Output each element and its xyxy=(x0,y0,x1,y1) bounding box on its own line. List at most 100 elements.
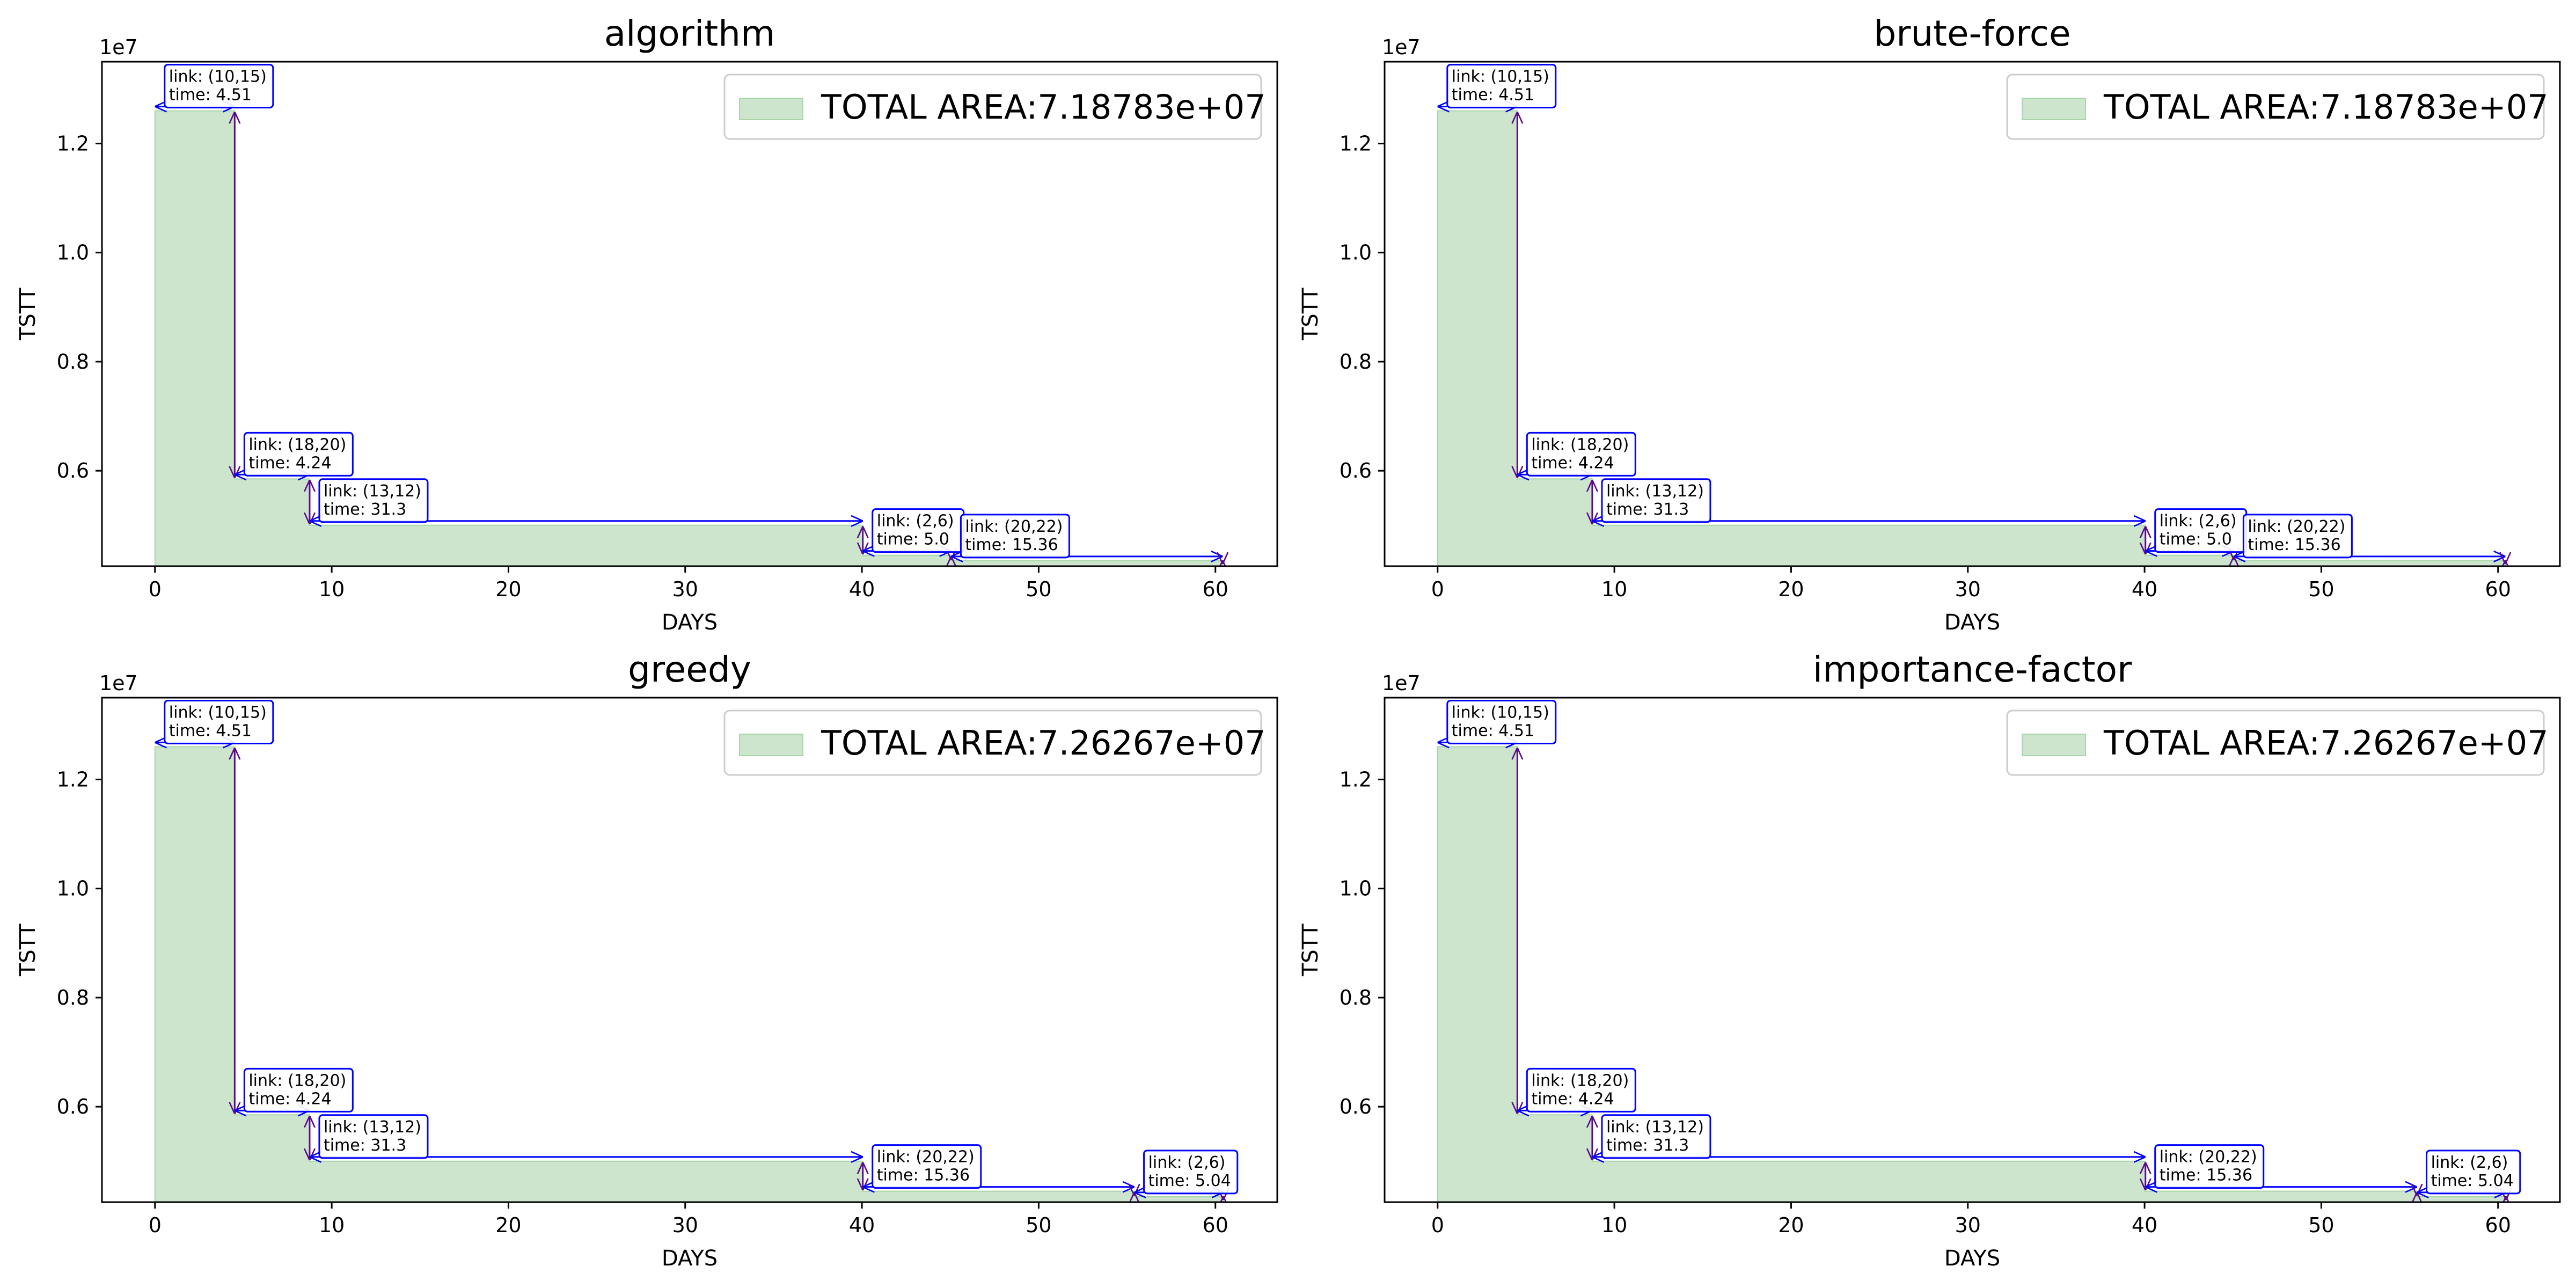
x-tick-label: 30 xyxy=(1955,1213,1981,1237)
tstt-area-fill xyxy=(154,746,1224,1202)
legend-label: TOTAL AREA:7.18783e+07 xyxy=(821,87,1266,127)
x-tick-label: 50 xyxy=(1026,577,1051,601)
x-axis-label: DAYS xyxy=(662,1246,718,1271)
x-tick-label: 60 xyxy=(2485,577,2511,601)
annotation-time: time: 4.24 xyxy=(248,1089,331,1108)
chart-title: importance-factor xyxy=(1813,649,2132,690)
annotation-link: link: (20,22) xyxy=(877,1148,975,1167)
annotation-frame xyxy=(960,514,1070,559)
legend-label: TOTAL AREA:7.18783e+07 xyxy=(2103,87,2549,127)
y-tick-label: 1.0 xyxy=(1340,877,1372,901)
x-tick-label: 50 xyxy=(2308,1213,2334,1237)
legend-swatch xyxy=(739,98,803,120)
annotation-time: time: 15.36 xyxy=(2248,536,2340,554)
y-offset-label: 1e7 xyxy=(1382,35,1421,59)
y-tick-label: 0.8 xyxy=(1340,350,1372,374)
axes-frame xyxy=(101,697,1278,1203)
annotation-box: link: (13,12)time: 31.3 xyxy=(1601,1114,1711,1159)
annotation-box: link: (20,22)time: 15.36 xyxy=(872,1144,982,1189)
annotation-box: link: (13,12)time: 31.3 xyxy=(318,478,429,523)
annotation-box: link: (10,15)time: 4.51 xyxy=(164,699,274,744)
chart-title: algorithm xyxy=(604,13,775,54)
x-tick-label: 30 xyxy=(1955,577,1981,601)
legend-swatch xyxy=(2022,98,2086,120)
annotation-box: link: (2,6)time: 5.0 xyxy=(872,508,965,553)
tstt-area-fill xyxy=(154,110,1224,566)
annotation-frame xyxy=(1601,1114,1711,1159)
legend-label: TOTAL AREA:7.26267e+07 xyxy=(2103,723,2549,763)
annotation-time: time: 15.36 xyxy=(2160,1166,2252,1185)
x-tick-label: 60 xyxy=(2485,1213,2511,1237)
annotation-link: link: (10,15) xyxy=(169,703,267,722)
annotation-link: link: (18,20) xyxy=(248,1071,346,1090)
annotation-frame xyxy=(318,1114,429,1159)
plot-area xyxy=(1437,106,2506,566)
legend: TOTAL AREA:7.26267e+07 xyxy=(2006,709,2549,776)
annotation-frame xyxy=(243,431,354,477)
legend: TOTAL AREA:7.26267e+07 xyxy=(723,709,1266,776)
legend-label: TOTAL AREA:7.26267e+07 xyxy=(821,723,1266,763)
y-axis-label: TSTT xyxy=(16,923,40,977)
legend: TOTAL AREA:7.18783e+07 xyxy=(723,74,1266,140)
x-tick-label: 40 xyxy=(2132,1213,2157,1237)
annotation-link: link: (10,15) xyxy=(169,67,267,86)
x-tick-label: 60 xyxy=(1203,577,1228,601)
legend-frame xyxy=(723,74,1262,140)
annotation-link: link: (13,12) xyxy=(324,1118,421,1137)
x-tick-label: 40 xyxy=(849,1213,875,1237)
annotation-box: link: (18,20)time: 4.24 xyxy=(243,1067,354,1113)
annotation-frame xyxy=(243,1067,354,1113)
annotation-link: link: (13,12) xyxy=(1606,482,1704,501)
annotation-time: time: 4.51 xyxy=(1452,721,1534,740)
x-tick-label: 20 xyxy=(495,577,521,601)
annotation-box: link: (18,20)time: 4.24 xyxy=(1526,431,1636,477)
y-tick-label: 0.6 xyxy=(1340,1095,1372,1118)
x-tick-label: 10 xyxy=(319,577,345,601)
annotation-link: link: (20,22) xyxy=(2248,517,2345,536)
annotation-box: link: (2,6)time: 5.0 xyxy=(2154,508,2248,553)
annotation-box: link: (2,6)time: 5.04 xyxy=(2426,1150,2521,1195)
annotation-time: time: 5.0 xyxy=(2160,530,2232,549)
annotation-time: time: 4.51 xyxy=(169,85,252,104)
y-axis-label: TSTT xyxy=(1298,287,1323,341)
annotation-frame xyxy=(2154,1144,2265,1189)
y-tick-label: 1.0 xyxy=(57,241,89,265)
legend-swatch xyxy=(739,734,803,756)
annotation-frame xyxy=(318,478,429,523)
annotation-box: link: (10,15)time: 4.51 xyxy=(164,63,274,108)
tstt-area-fill xyxy=(1437,746,2507,1202)
y-tick-label: 0.6 xyxy=(57,459,89,482)
x-tick-label: 0 xyxy=(149,577,162,601)
x-tick-label: 0 xyxy=(149,1213,162,1237)
annotation-link: link: (10,15) xyxy=(1452,67,1549,86)
chart-panel-importance-factor: importance-factor link: (10,15)time: 4.51… xyxy=(1298,649,2561,1271)
annotation-link: link: (20,22) xyxy=(965,517,1063,536)
x-tick-label: 40 xyxy=(2132,577,2157,601)
annotation-box: link: (13,12)time: 31.3 xyxy=(1601,478,1711,523)
legend-frame xyxy=(2006,709,2545,776)
annotation-frame xyxy=(164,699,274,744)
axes-frame xyxy=(1384,61,2561,567)
annotation-time: time: 31.3 xyxy=(1606,1136,1689,1155)
x-tick-label: 30 xyxy=(672,1213,698,1237)
annotation-link: link: (18,20) xyxy=(1531,1071,1629,1090)
annotation-frame xyxy=(1526,431,1636,477)
annotation-frame xyxy=(2426,1150,2521,1195)
y-tick-label: 1.0 xyxy=(1340,241,1372,265)
x-tick-label: 10 xyxy=(319,1213,345,1237)
y-tick-label: 0.6 xyxy=(57,1095,89,1118)
x-tick-label: 20 xyxy=(1778,1213,1804,1237)
annotation-frame xyxy=(1601,478,1711,523)
annotation-box: link: (10,15)time: 4.51 xyxy=(1446,699,1557,744)
x-axis-label: DAYS xyxy=(1944,610,2000,635)
annotation-time: time: 15.36 xyxy=(877,1166,970,1185)
annotation-box: link: (13,12)time: 31.3 xyxy=(318,1114,429,1159)
x-tick-label: 60 xyxy=(1203,1213,1228,1237)
x-tick-label: 10 xyxy=(1601,577,1627,601)
annotation-link: link: (2,6) xyxy=(877,512,954,531)
x-tick-label: 20 xyxy=(495,1213,521,1237)
tstt-area-fill xyxy=(1437,110,2506,566)
chart-title: greedy xyxy=(628,649,751,690)
annotation-box: link: (2,6)time: 5.04 xyxy=(1143,1150,1239,1195)
annotation-frame xyxy=(1526,1067,1636,1113)
